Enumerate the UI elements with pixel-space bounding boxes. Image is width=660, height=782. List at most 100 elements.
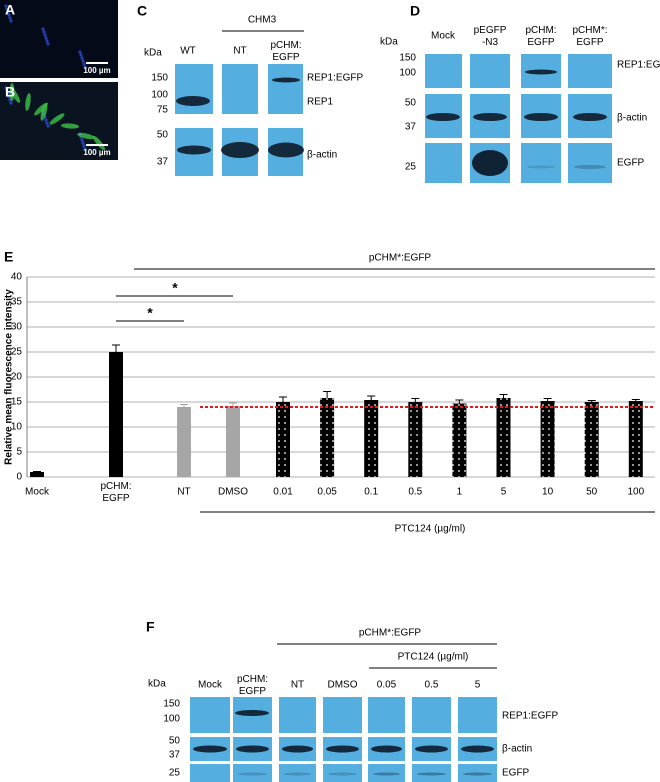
- nucleus: [46, 124, 50, 128]
- band-label: β-actin: [307, 150, 337, 161]
- significance-label: *: [172, 280, 178, 296]
- y-tick-label: 30: [11, 322, 23, 333]
- marker-label: 75: [157, 105, 169, 116]
- axis-title: Relative mean fluorescence intensity: [4, 289, 15, 465]
- error-bar: [543, 398, 552, 401]
- blot-band: [328, 772, 357, 776]
- panel-label: F: [146, 619, 155, 635]
- group-label: pCHM*:EGFP: [359, 628, 422, 639]
- nucleus: [9, 19, 13, 23]
- group-label: pCHM*:EGFP: [369, 253, 432, 264]
- nucleus: [5, 7, 9, 11]
- bar: [540, 401, 555, 477]
- blot-strip: [368, 697, 405, 733]
- blot-band: [282, 745, 313, 753]
- nucleus: [81, 141, 85, 145]
- blot-band: [284, 772, 311, 776]
- nucleus: [8, 16, 12, 20]
- x-tick-label: 0.01: [273, 487, 293, 498]
- nucleus: [81, 59, 85, 63]
- nucleus: [45, 39, 49, 43]
- y-tick-label: 20: [11, 372, 23, 383]
- marker-label: 100: [399, 68, 416, 79]
- y-tick-label: 40: [11, 272, 23, 283]
- blot-strip: [279, 764, 316, 782]
- nucleus: [46, 42, 50, 46]
- nucleus: [80, 56, 84, 60]
- blot-strip: [190, 764, 230, 782]
- kda-label: kDa: [144, 48, 162, 59]
- blot-band: [326, 745, 359, 753]
- marker-label: 50: [157, 130, 169, 141]
- cell-gfp: [40, 103, 48, 121]
- bar: [364, 400, 379, 477]
- y-tick-label: 10: [11, 422, 23, 433]
- lane-label: NT: [291, 680, 304, 691]
- x-tick-label: pCHM: EGFP: [100, 481, 131, 504]
- x-tick-label: 0.5: [408, 487, 422, 498]
- marker-label: 37: [157, 157, 169, 168]
- blot-strip: [233, 764, 272, 782]
- bar: [584, 402, 599, 477]
- marker-label: 100: [151, 90, 168, 101]
- nucleus: [6, 10, 10, 14]
- blot-band: [371, 745, 402, 753]
- blot-strip: [368, 764, 405, 782]
- lane-label: pEGFP -N3: [474, 25, 507, 48]
- blot-strip: [470, 54, 510, 88]
- blot-strip: [190, 697, 230, 733]
- marker-label: 37: [405, 122, 417, 133]
- lane-label: 5: [475, 680, 481, 691]
- nucleus: [83, 147, 87, 151]
- blot-strip: [279, 697, 316, 733]
- blot-band: [373, 772, 400, 776]
- lane-label: DMSO: [328, 680, 358, 691]
- error-bar: [229, 402, 237, 406]
- cell-gfp: [93, 135, 105, 151]
- nucleus: [44, 118, 48, 122]
- nucleus: [4, 86, 8, 90]
- band-label: REP1:EGFP: [502, 711, 558, 722]
- bar: [177, 407, 191, 477]
- nucleus: [82, 62, 86, 66]
- nucleus: [79, 53, 83, 57]
- lane-label: pCHM: EGFP: [525, 25, 556, 48]
- error-bar: [33, 471, 41, 472]
- bar: [628, 401, 643, 477]
- blot-strip: [268, 64, 303, 114]
- nucleus: [45, 121, 49, 125]
- y-tick-label: 5: [16, 447, 22, 458]
- error-bar: [323, 391, 332, 398]
- blot-band: [415, 745, 448, 753]
- blot-strip: [521, 143, 561, 183]
- marker-label: 25: [405, 162, 417, 173]
- blot-band: [426, 113, 460, 121]
- error-bar: [455, 399, 464, 404]
- error-bar: [180, 404, 188, 407]
- bar: [408, 402, 423, 477]
- y-tick-label: 0: [16, 472, 22, 483]
- marker-label: 50: [405, 98, 417, 109]
- bar: [226, 406, 240, 477]
- x-tick-label: 0.1: [364, 487, 378, 498]
- blot-strip: [323, 764, 362, 782]
- panel-label: D: [410, 3, 420, 19]
- x-tick-label: 1: [457, 487, 463, 498]
- nucleus: [83, 65, 87, 69]
- blot-strip: [568, 54, 612, 88]
- nucleus: [4, 4, 8, 8]
- y-tick-label: 25: [11, 347, 23, 358]
- y-tick-label: 35: [11, 297, 23, 308]
- blot-band: [524, 113, 558, 121]
- blot-strip: [323, 697, 362, 733]
- nucleus: [82, 144, 86, 148]
- scale-bar-label: 100 µm: [83, 66, 110, 75]
- blot-strip: [175, 64, 213, 114]
- lane-label: pCHM: EGFP: [270, 40, 301, 63]
- kda-label: kDa: [148, 679, 166, 690]
- error-bar: [411, 398, 420, 402]
- blot-band: [193, 745, 227, 753]
- nucleus: [6, 92, 10, 96]
- blot-strip: [458, 764, 497, 782]
